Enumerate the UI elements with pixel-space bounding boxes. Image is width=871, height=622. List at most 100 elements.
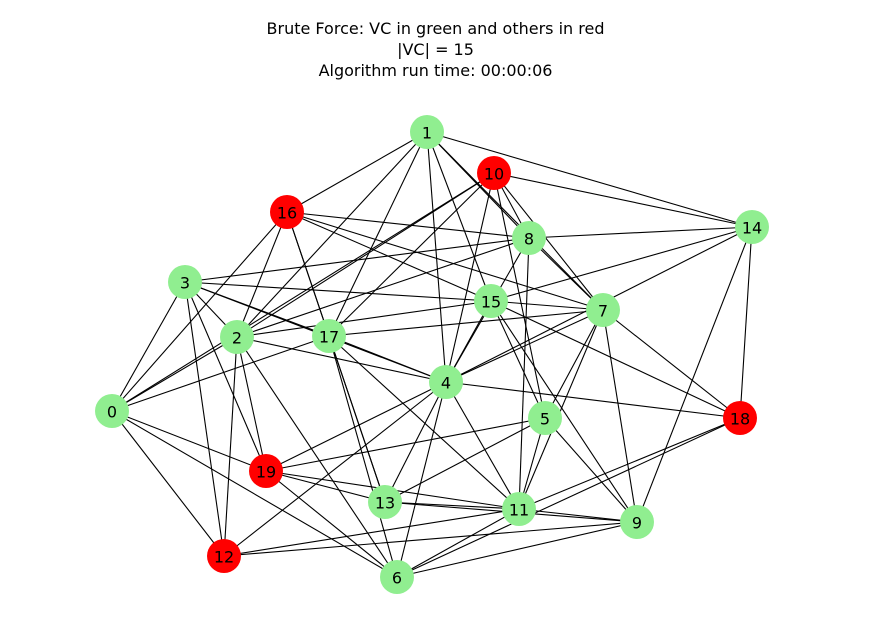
- edge-11-12: [223, 508, 520, 557]
- node-label-19: 19: [256, 463, 276, 482]
- edge-14-15: [490, 226, 753, 302]
- node-circle-5: [528, 401, 562, 435]
- edge-16-8: [286, 211, 530, 239]
- edge-2-4: [236, 336, 447, 383]
- edge-7-11: [518, 309, 604, 510]
- edge-17-13: [328, 335, 386, 503]
- edge-15-7: [490, 300, 604, 311]
- edge-1-4: [426, 131, 447, 383]
- edge-19-6: [265, 470, 398, 578]
- edge-0-6: [111, 410, 398, 578]
- edge-0-12: [111, 410, 225, 557]
- node-label-8: 8: [524, 230, 534, 249]
- node-8: 8: [512, 221, 546, 255]
- edge-10-4: [445, 172, 495, 383]
- node-label-2: 2: [232, 329, 242, 348]
- edge-5-13: [384, 417, 546, 503]
- node-circle-15: [474, 284, 508, 318]
- edge-7-4: [445, 309, 604, 383]
- plot-title: Brute Force: VC in green and others in r…: [0, 18, 871, 81]
- edge-17-4: [328, 335, 447, 383]
- node-4: 4: [429, 365, 463, 399]
- edge-1-16: [286, 131, 428, 213]
- node-circle-12: [207, 539, 241, 573]
- edge-16-0: [111, 211, 288, 412]
- node-circle-3: [168, 265, 202, 299]
- node-1: 1: [410, 115, 444, 149]
- edge-8-3: [184, 237, 530, 283]
- node-label-14: 14: [742, 219, 762, 238]
- node-9: 9: [620, 505, 654, 539]
- edge-3-12: [184, 281, 225, 557]
- edge-16-2: [236, 211, 288, 338]
- edge-11-18: [518, 417, 741, 510]
- node-19: 19: [249, 454, 283, 488]
- node-3: 3: [168, 265, 202, 299]
- edge-7-17: [328, 309, 604, 337]
- node-label-7: 7: [598, 302, 608, 321]
- edge-7-18: [602, 309, 741, 419]
- edge-11-9: [518, 508, 638, 523]
- node-label-6: 6: [392, 569, 402, 588]
- edge-10-0: [111, 172, 495, 412]
- edge-10-14: [493, 172, 753, 228]
- edge-4-6: [396, 381, 447, 578]
- node-12: 12: [207, 539, 241, 573]
- edge-4-19: [265, 381, 447, 472]
- node-circle-18: [723, 401, 757, 435]
- node-label-11: 11: [509, 501, 529, 520]
- node-circle-9: [620, 505, 654, 539]
- node-circle-14: [735, 210, 769, 244]
- edge-18-6: [396, 417, 741, 578]
- node-label-5: 5: [540, 410, 550, 429]
- edge-7-9: [602, 309, 638, 523]
- edge-7-5: [544, 309, 604, 419]
- node-label-12: 12: [214, 548, 234, 567]
- title-line-1: Brute Force: VC in green and others in r…: [266, 19, 605, 38]
- edge-14-18: [739, 226, 753, 419]
- node-circle-11: [502, 492, 536, 526]
- edge-2-12: [223, 336, 238, 557]
- edge-16-7: [286, 211, 604, 311]
- edge-2-6: [236, 336, 398, 578]
- edge-3-19: [184, 281, 267, 472]
- node-6: 6: [380, 560, 414, 594]
- node-15: 15: [474, 284, 508, 318]
- node-label-18: 18: [730, 410, 750, 429]
- edge-4-11: [445, 381, 520, 510]
- edge-10-5: [493, 172, 546, 419]
- edge-15-5: [490, 300, 546, 419]
- node-16: 16: [270, 195, 304, 229]
- edge-1-15: [426, 131, 492, 302]
- edge-16-15: [286, 211, 492, 302]
- node-circle-4: [429, 365, 463, 399]
- edge-4-12: [223, 381, 447, 557]
- node-label-0: 0: [107, 403, 117, 422]
- node-11: 11: [502, 492, 536, 526]
- node-label-1: 1: [422, 124, 432, 143]
- node-circle-7: [586, 293, 620, 327]
- node-circle-16: [270, 195, 304, 229]
- edge-1-17: [328, 131, 428, 337]
- edge-9-6: [396, 521, 638, 578]
- edge-3-0: [111, 281, 186, 412]
- edge-19-13: [265, 470, 386, 503]
- node-5: 5: [528, 401, 562, 435]
- node-label-4: 4: [441, 374, 451, 393]
- edge-17-11: [328, 335, 520, 510]
- node-circle-0: [95, 394, 129, 428]
- node-label-17: 17: [319, 328, 339, 347]
- edge-15-2: [236, 300, 492, 338]
- node-17: 17: [312, 319, 346, 353]
- edge-8-7: [528, 237, 604, 311]
- edge-17-6: [328, 335, 398, 578]
- node-label-15: 15: [481, 293, 501, 312]
- node-circle-19: [249, 454, 283, 488]
- edge-13-11: [384, 501, 520, 510]
- edge-17-0: [111, 335, 330, 412]
- edge-12-9: [223, 521, 638, 557]
- edges-layer: [111, 131, 753, 578]
- edge-5-9: [544, 417, 638, 523]
- edge-8-14: [528, 226, 753, 239]
